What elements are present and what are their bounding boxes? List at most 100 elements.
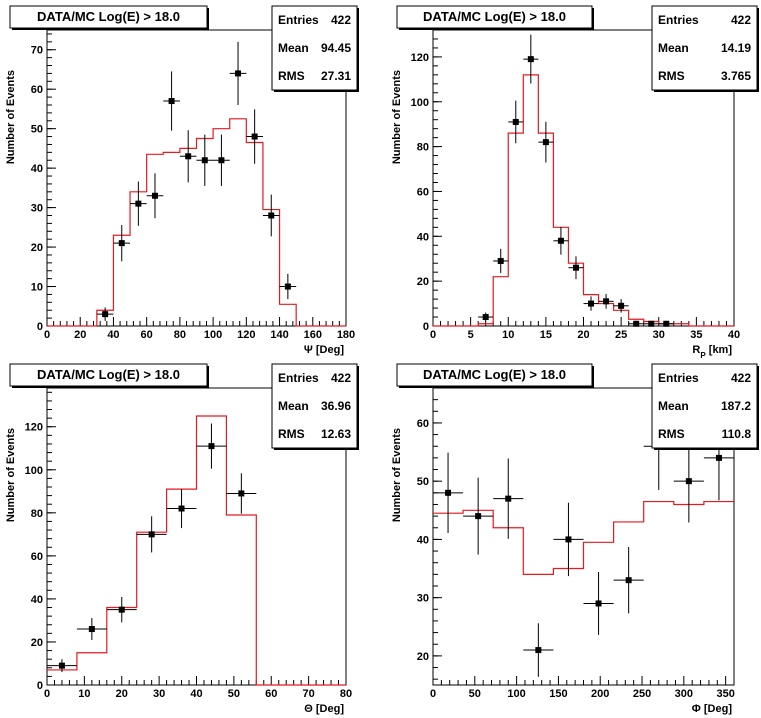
stats-box [271, 5, 358, 91]
stats-rms-label: RMS [278, 69, 305, 83]
y-tick-label: 120 [25, 422, 43, 434]
stats-rms-label: RMS [658, 69, 685, 83]
mc-histogram-line [433, 500, 734, 575]
data-point-marker [185, 153, 192, 160]
stats-mean-label: Mean [658, 399, 689, 413]
data-point-marker [625, 577, 632, 584]
data-point-marker [235, 70, 242, 77]
y-tick-label: 100 [411, 97, 429, 109]
y-tick-label: 0 [423, 321, 429, 333]
y-tick-label: 50 [31, 124, 43, 136]
x-tick-label: 350 [716, 688, 734, 700]
data-point-marker [715, 454, 722, 461]
data-point-marker [168, 98, 175, 105]
y-tick-label: 20 [31, 637, 43, 649]
x-tick-label: 0 [430, 688, 436, 700]
x-tick-label: 5 [468, 329, 474, 341]
y-axis-label: Number of Events [391, 428, 403, 522]
stats-mean-value: 14.19 [721, 41, 751, 55]
data-point-marker [565, 536, 572, 543]
data-point-marker [497, 257, 504, 264]
x-tick-label: 20 [116, 688, 128, 700]
y-tick-label: 30 [31, 203, 43, 215]
data-point-marker [268, 212, 275, 219]
data-point-marker [251, 133, 258, 140]
y-tick-label: 40 [31, 594, 43, 606]
x-tick-label: 10 [78, 688, 90, 700]
x-axis-label: Φ [Deg] [692, 703, 733, 715]
x-tick-label: 15 [540, 329, 552, 341]
chart-title: DATA/MC Log(E) > 18.0 [37, 9, 180, 24]
y-tick-label: 20 [31, 242, 43, 254]
stats-mean-value: 187.2 [721, 399, 751, 413]
y-tick-label: 50 [417, 476, 429, 488]
x-tick-label: 40 [728, 329, 740, 341]
y-tick-label: 60 [417, 418, 429, 430]
title-box [396, 363, 593, 387]
x-tick-label: 40 [107, 329, 119, 341]
data-point-marker [118, 606, 125, 613]
x-tick-label: 300 [675, 688, 693, 700]
y-tick-label: 0 [37, 321, 43, 333]
data-point-marker [151, 192, 158, 199]
y-tick-label: 10 [31, 282, 43, 294]
data-point-marker [663, 320, 670, 327]
x-axis-label: Ψ [Deg] [304, 344, 344, 356]
stats-rms-value: 12.63 [321, 427, 351, 441]
x-tick-label: 70 [303, 688, 315, 700]
data-point-marker [284, 283, 291, 290]
x-tick-label: 0 [44, 329, 50, 341]
data-point-marker [201, 157, 208, 164]
x-tick-label: 10 [502, 329, 514, 341]
x-tick-label: 150 [549, 688, 567, 700]
data-point-marker [685, 478, 692, 485]
data-point-marker [535, 647, 542, 654]
x-tick-label: 50 [469, 688, 481, 700]
stats-rms-value: 3.765 [721, 69, 751, 83]
data-point-marker [238, 490, 245, 497]
x-tick-label: 80 [174, 329, 186, 341]
data-point-marker [527, 56, 534, 63]
x-tick-label: 0 [430, 329, 436, 341]
stats-mean-value: 36.96 [321, 399, 351, 413]
x-tick-label: 60 [141, 329, 153, 341]
data-point-marker [178, 505, 185, 512]
data-point-marker [102, 311, 109, 318]
x-axis-label: Θ [Deg] [304, 703, 344, 715]
data-point-marker [118, 240, 125, 247]
x-tick-label: 180 [337, 329, 355, 341]
stats-entries-value: 422 [731, 13, 751, 27]
y-tick-label: 20 [417, 651, 429, 663]
y-tick-label: 60 [31, 84, 43, 96]
data-point-marker [618, 302, 625, 309]
y-tick-label: 60 [417, 186, 429, 198]
stats-entries-value: 422 [331, 13, 351, 27]
chart-title: DATA/MC Log(E) > 18.0 [423, 367, 566, 382]
chart-title: DATA/MC Log(E) > 18.0 [37, 367, 180, 382]
mc-histogram-line [47, 415, 346, 686]
mc-histogram-line [47, 118, 346, 327]
stats-rms-value: 27.31 [321, 69, 351, 83]
data-point-marker [542, 139, 549, 146]
data-point-marker [603, 298, 610, 305]
x-tick-label: 50 [228, 688, 240, 700]
data-point-marker [505, 495, 512, 502]
stats-entries-label: Entries [278, 371, 319, 385]
stats-mean-value: 94.45 [321, 41, 351, 55]
x-tick-label: 30 [153, 688, 165, 700]
data-point-marker [572, 264, 579, 271]
y-tick-label: 80 [417, 142, 429, 154]
data-point-marker [588, 300, 595, 307]
y-tick-label: 40 [417, 231, 429, 243]
x-tick-label: 60 [265, 688, 277, 700]
x-tick-label: 140 [270, 329, 288, 341]
data-point-marker [633, 320, 640, 327]
stats-rms-label: RMS [278, 427, 305, 441]
data-point-marker [512, 118, 519, 125]
stats-entries-value: 422 [731, 371, 751, 385]
y-axis-label: Number of Events [5, 70, 17, 164]
y-tick-label: 40 [417, 534, 429, 546]
title-box [9, 363, 208, 387]
y-tick-label: 100 [25, 465, 43, 477]
